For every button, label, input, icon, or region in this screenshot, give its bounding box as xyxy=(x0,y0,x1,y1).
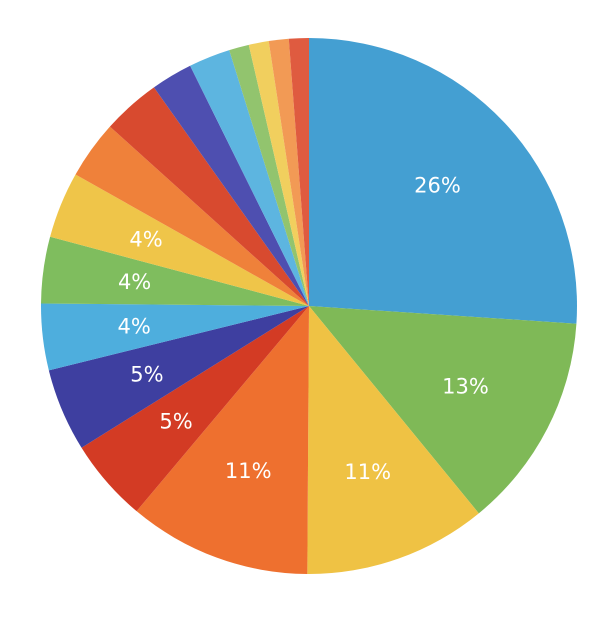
pie-slice-1 xyxy=(309,38,577,324)
pie-slice-16 xyxy=(268,38,309,307)
pie-slice-7 xyxy=(41,303,309,371)
pie-slice-2 xyxy=(309,306,577,514)
pie-slice-11 xyxy=(109,87,309,306)
slice-label-8: 4% xyxy=(118,270,151,294)
slice-label-3: 11% xyxy=(344,460,391,484)
pie-slice-5 xyxy=(81,306,310,512)
pie-slice-12 xyxy=(153,65,309,306)
slice-label-7: 4% xyxy=(118,314,151,338)
pie-slices xyxy=(41,38,577,574)
pie-slice-13 xyxy=(190,50,309,306)
pie-slice-17 xyxy=(288,38,309,306)
pie-labels: 26% 13% 11% 11% 5% 5% 4% 4% 4% xyxy=(118,174,489,484)
slice-label-2: 13% xyxy=(442,375,489,399)
pie-slice-9 xyxy=(50,174,310,306)
slice-label-1: 26% xyxy=(414,174,461,198)
pie-slice-3 xyxy=(307,306,479,574)
slice-label-6: 5% xyxy=(130,363,163,387)
slice-label-9: 4% xyxy=(129,228,162,252)
pie-slice-15 xyxy=(248,41,309,306)
slice-label-5: 5% xyxy=(159,409,192,433)
pie-slice-6 xyxy=(48,306,309,448)
slice-label-4: 11% xyxy=(225,459,272,483)
pie-slice-4 xyxy=(136,306,309,574)
pie-slice-14 xyxy=(229,44,309,307)
pie-slice-8 xyxy=(41,236,309,306)
pie-slice-10 xyxy=(75,126,310,307)
